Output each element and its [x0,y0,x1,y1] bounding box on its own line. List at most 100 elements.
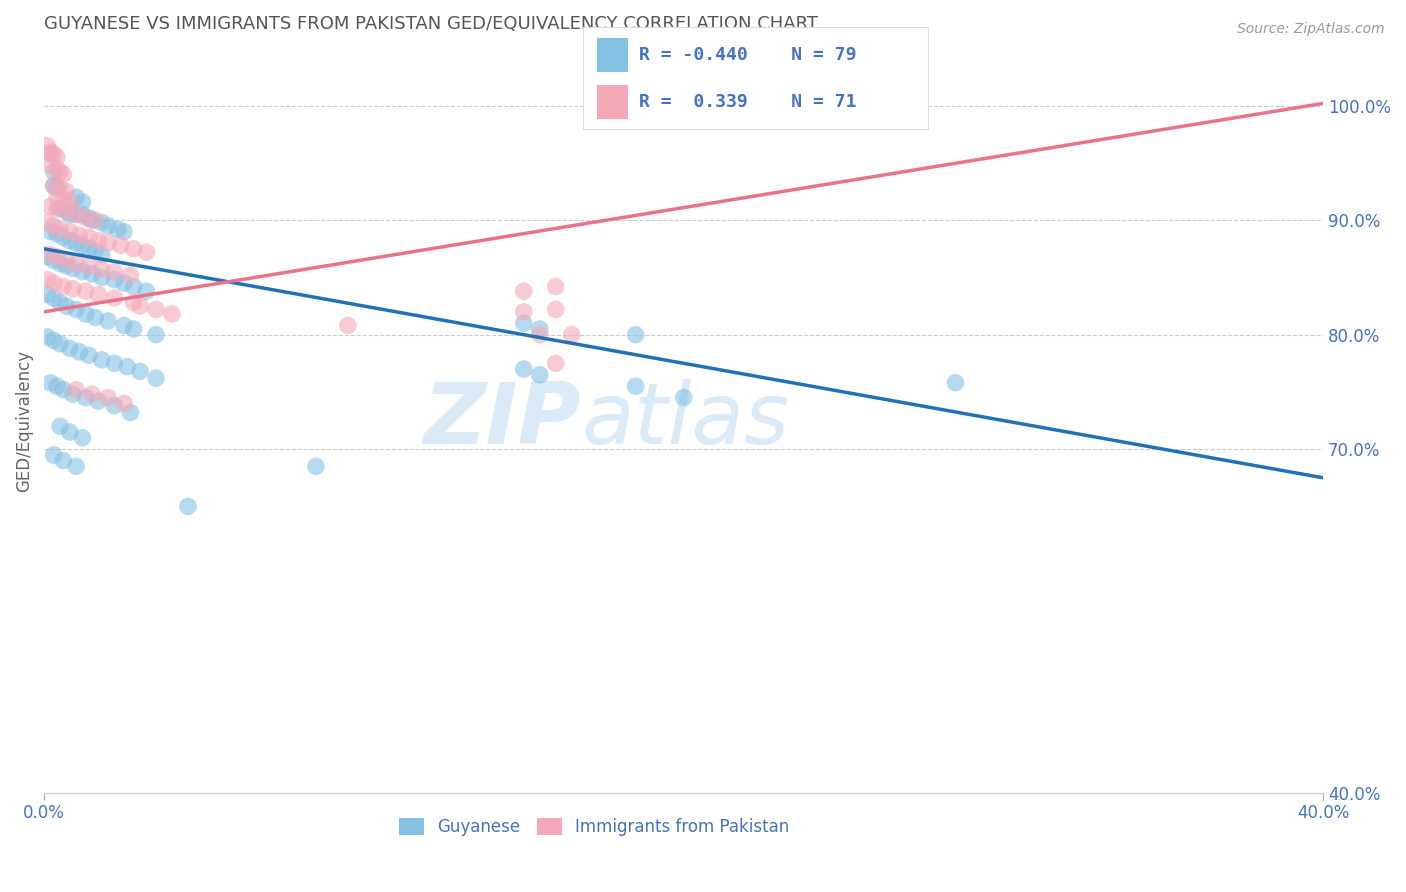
Point [65,190,87,204]
Point [42,146,65,161]
Point [52,193,75,207]
Y-axis label: GED/Equivalency: GED/Equivalency [15,350,32,491]
Point [945,376,967,390]
Point [52,168,75,182]
Point [45,227,67,241]
Point [49,257,72,271]
Point [561,327,583,342]
Point [120,405,142,419]
Point [87,287,110,301]
Point [72,207,94,221]
Point [75,307,97,321]
Point [42,291,65,305]
Point [90,270,112,285]
Point [80,267,103,281]
Point [90,262,112,277]
Text: atlas: atlas [581,379,789,462]
Point [67,344,90,359]
Point [55,259,77,273]
Point [80,387,103,401]
Point [72,238,94,252]
Point [122,295,145,310]
Point [177,500,200,514]
Point [135,284,157,298]
Point [37,138,59,153]
Point [103,273,125,287]
Point [42,178,65,193]
Point [49,181,72,195]
Point [62,387,84,401]
Point [513,362,536,376]
Point [42,219,65,233]
Point [72,194,94,209]
Text: ZIP: ZIP [423,379,581,462]
Point [65,207,87,221]
Point [624,379,647,393]
Point [55,204,77,219]
Point [77,259,100,273]
Bar [598,38,628,72]
Point [103,265,125,279]
Point [55,185,77,199]
Point [37,250,59,264]
Point [624,327,647,342]
Point [77,230,100,244]
Point [45,150,67,164]
Point [513,305,536,319]
Point [45,181,67,195]
Text: R =  0.339    N = 71: R = 0.339 N = 71 [638,93,856,111]
Point [145,302,167,317]
Point [544,356,567,370]
Point [52,230,75,244]
Point [87,394,110,409]
Point [39,247,62,261]
Point [37,287,59,301]
Point [65,383,87,397]
Point [305,459,328,474]
Point [55,253,77,268]
Point [42,253,65,268]
Text: GUYANESE VS IMMIGRANTS FROM PAKISTAN GED/EQUIVALENCY CORRELATION CHART: GUYANESE VS IMMIGRANTS FROM PAKISTAN GED… [44,15,818,33]
Point [39,225,62,239]
Point [529,327,551,342]
Point [80,213,103,227]
Point [42,165,65,179]
Point [49,222,72,236]
Text: Source: ZipAtlas.com: Source: ZipAtlas.com [1237,22,1385,37]
Point [145,371,167,385]
Point [97,219,120,233]
Point [55,204,77,219]
Point [513,316,536,330]
Point [39,376,62,390]
Point [336,318,359,333]
Point [544,279,567,293]
Point [42,276,65,290]
Point [544,302,567,317]
Point [84,310,107,325]
Point [52,453,75,467]
Point [120,268,142,282]
Point [45,161,67,176]
Point [45,250,67,264]
Point [112,225,135,239]
Point [110,238,132,252]
Bar [598,86,628,119]
Point [52,383,75,397]
Point [39,199,62,213]
Text: R = -0.440    N = 79: R = -0.440 N = 79 [638,46,856,64]
Point [77,242,100,256]
Point [529,368,551,382]
Point [122,242,145,256]
Point [103,356,125,370]
Point [160,307,183,321]
Point [65,257,87,271]
Point [72,431,94,445]
Point [103,399,125,413]
Point [77,348,100,362]
Point [65,207,87,221]
Point [112,276,135,290]
Point [129,364,152,378]
Point [72,265,94,279]
Point [75,284,97,298]
Point [49,336,72,351]
